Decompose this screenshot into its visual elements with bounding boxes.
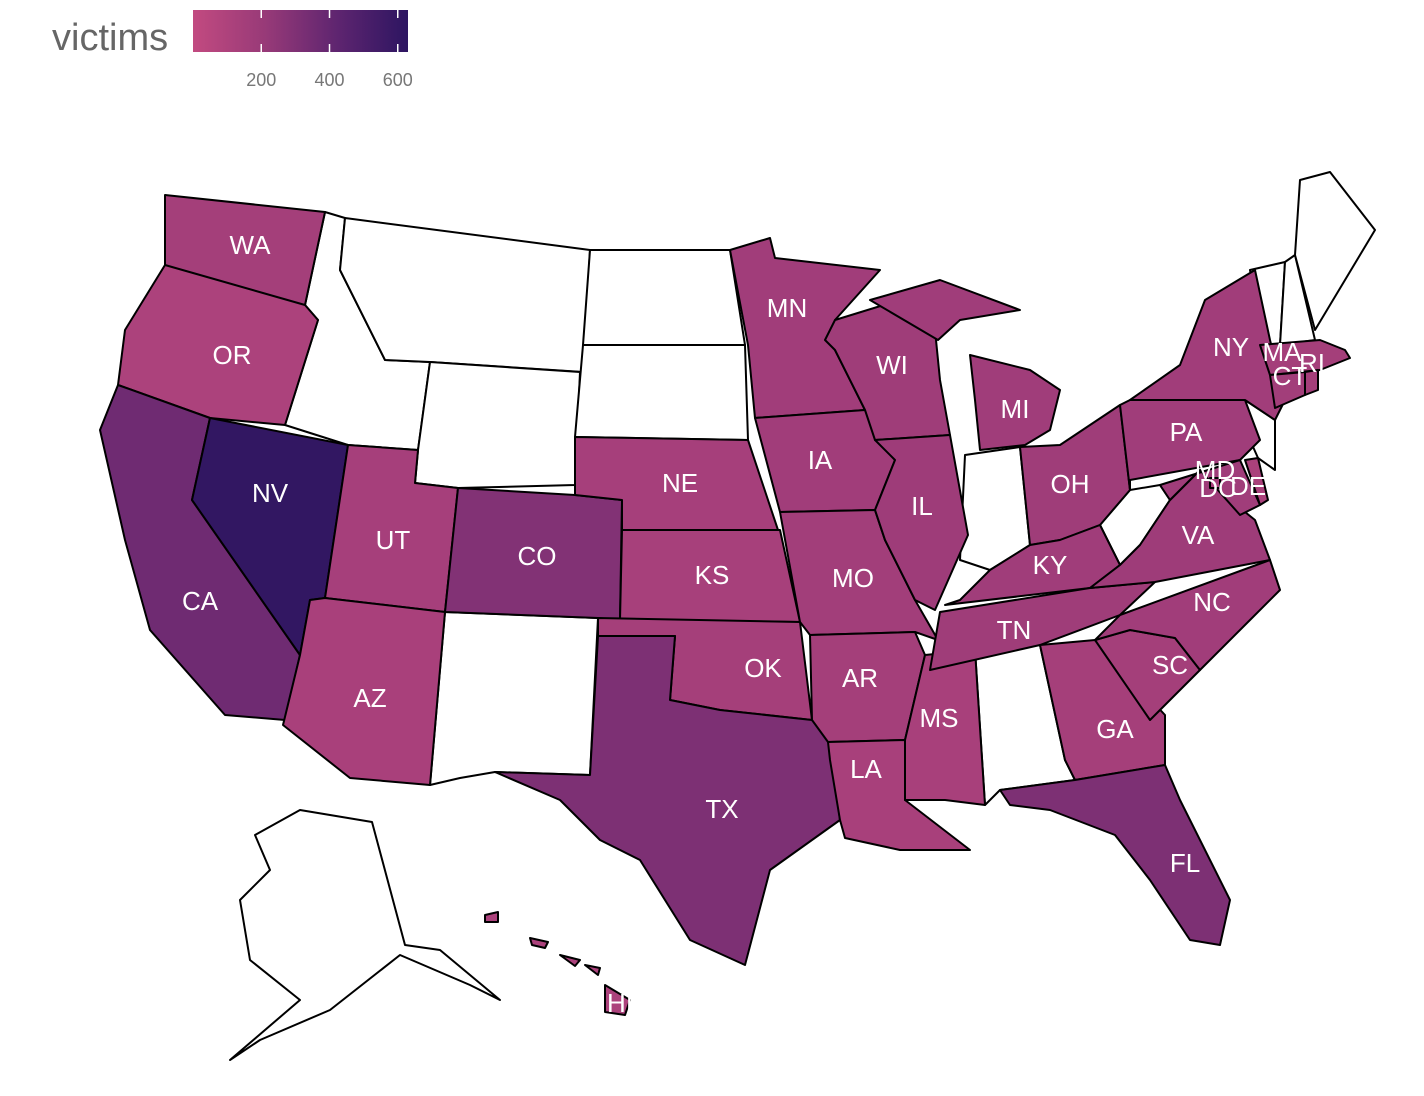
state	[874, 434, 969, 611]
state	[869, 279, 1061, 451]
state	[1129, 269, 1286, 421]
colorbar-tick-label: 400	[314, 70, 344, 90]
state-label: HI	[607, 988, 633, 1018]
state-label: MN	[767, 293, 807, 323]
state-no-data	[429, 611, 599, 786]
state-label: NE	[662, 468, 698, 498]
state	[484, 911, 631, 1016]
state-label: KS	[695, 560, 730, 590]
state-label: DE	[1230, 471, 1266, 501]
state-label: VA	[1182, 520, 1215, 550]
state-label: WI	[876, 350, 908, 380]
state-label: AR	[842, 663, 878, 693]
colorbar-tick-label: 200	[246, 70, 276, 90]
state-no-data	[1294, 171, 1376, 331]
state	[1094, 559, 1281, 671]
state-label: FL	[1170, 848, 1200, 878]
state	[1209, 477, 1221, 489]
state-label: CA	[182, 586, 219, 616]
state	[944, 524, 1121, 606]
state-label: IA	[808, 445, 833, 475]
state	[1159, 459, 1261, 516]
state	[282, 597, 446, 786]
state-label: NC	[1193, 587, 1231, 617]
state-label: SC	[1152, 650, 1188, 680]
state-label: KY	[1033, 550, 1068, 580]
state-label: LA	[850, 754, 882, 784]
state-label: TN	[997, 615, 1032, 645]
state-label: IL	[911, 491, 933, 521]
state-no-data	[574, 344, 749, 441]
state-label: DC	[1199, 473, 1237, 503]
state-label: OR	[213, 340, 252, 370]
state-label: UT	[376, 525, 411, 555]
state-label: NV	[252, 478, 289, 508]
state-label: RI	[1299, 348, 1325, 378]
state-label: MS	[920, 703, 959, 733]
state-no-data	[229, 809, 501, 1061]
legend-title: victims	[52, 17, 168, 59]
state-no-data	[414, 361, 581, 489]
state-label: WA	[230, 230, 272, 260]
state-label: MO	[832, 563, 874, 593]
state-label: NY	[1213, 332, 1249, 362]
state-label: TX	[705, 794, 738, 824]
state	[1304, 369, 1319, 396]
colorbar-tick-label: 600	[383, 70, 413, 90]
state-label: AZ	[353, 683, 386, 713]
state-label: GA	[1096, 714, 1134, 744]
state-label: OK	[744, 653, 782, 683]
state-label: MA	[1263, 337, 1303, 367]
state-label: CT	[1273, 361, 1308, 391]
state	[494, 635, 841, 966]
state	[999, 764, 1231, 946]
state-label: OH	[1051, 469, 1090, 499]
state-label: MD	[1195, 455, 1235, 485]
state	[1244, 457, 1269, 506]
colorbar	[193, 10, 408, 52]
state-label: CO	[518, 541, 557, 571]
state-label: MI	[1001, 394, 1030, 424]
state-label: PA	[1170, 417, 1203, 447]
state	[117, 264, 319, 426]
state-no-data	[582, 249, 746, 346]
